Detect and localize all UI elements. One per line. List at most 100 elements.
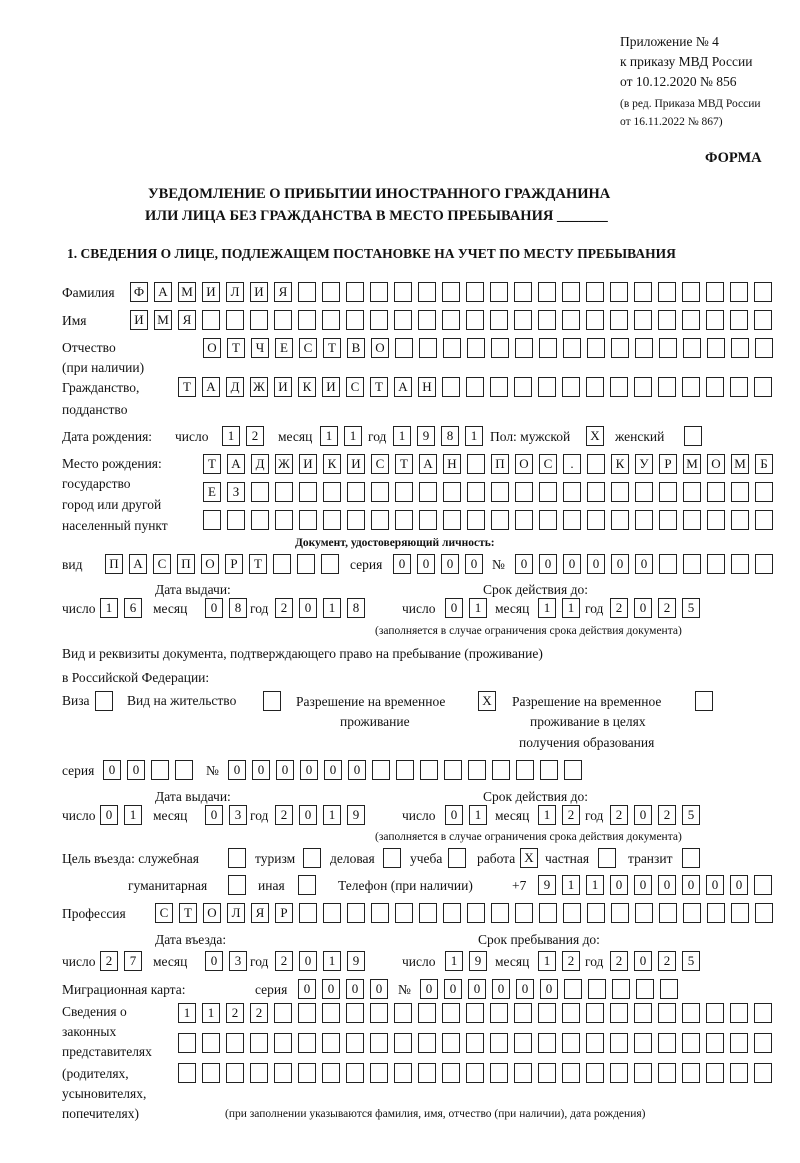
char-cell[interactable]: С: [346, 377, 364, 397]
char-cell[interactable]: [634, 1063, 652, 1083]
checkbox[interactable]: [684, 426, 702, 446]
char-cell[interactable]: [707, 510, 725, 530]
char-cell[interactable]: [322, 310, 340, 330]
char-cell[interactable]: [706, 377, 724, 397]
char-cell[interactable]: 0: [587, 554, 605, 574]
char-cell[interactable]: 0: [444, 979, 462, 999]
char-cell[interactable]: [466, 1033, 484, 1053]
char-cell[interactable]: С: [155, 903, 173, 923]
char-cell[interactable]: [490, 310, 508, 330]
char-cell[interactable]: [442, 1003, 460, 1023]
char-cell[interactable]: [370, 1033, 388, 1053]
char-cell[interactable]: [635, 482, 653, 502]
char-cell[interactable]: 0: [299, 598, 317, 618]
char-cell[interactable]: [491, 903, 509, 923]
char-cell[interactable]: [730, 282, 748, 302]
char-cell[interactable]: Ч: [251, 338, 269, 358]
char-cell[interactable]: [418, 1003, 436, 1023]
char-cell[interactable]: [563, 338, 581, 358]
char-cell[interactable]: [151, 760, 169, 780]
char-cell[interactable]: [539, 482, 557, 502]
char-cell[interactable]: [538, 1063, 556, 1083]
char-cell[interactable]: [754, 1063, 772, 1083]
char-cell[interactable]: [754, 310, 772, 330]
char-cell[interactable]: [634, 1003, 652, 1023]
char-cell[interactable]: [730, 377, 748, 397]
char-cell[interactable]: 1: [469, 598, 487, 618]
char-cell[interactable]: [396, 760, 414, 780]
char-cell[interactable]: [490, 377, 508, 397]
char-cell[interactable]: 0: [516, 979, 534, 999]
char-cell[interactable]: Р: [659, 454, 677, 474]
char-cell[interactable]: [634, 1033, 652, 1053]
char-cell[interactable]: 0: [205, 951, 223, 971]
char-cell[interactable]: [754, 377, 772, 397]
char-cell[interactable]: [706, 1063, 724, 1083]
char-cell[interactable]: 1: [586, 875, 604, 895]
char-cell[interactable]: [659, 903, 677, 923]
char-cell[interactable]: [611, 338, 629, 358]
char-cell[interactable]: [175, 760, 193, 780]
char-cell[interactable]: [178, 1033, 196, 1053]
char-cell[interactable]: [491, 338, 509, 358]
char-cell[interactable]: [299, 482, 317, 502]
char-cell[interactable]: О: [203, 338, 221, 358]
char-cell[interactable]: [371, 903, 389, 923]
char-cell[interactable]: [226, 310, 244, 330]
char-cell[interactable]: М: [731, 454, 749, 474]
char-cell[interactable]: [659, 338, 677, 358]
char-cell[interactable]: [515, 482, 533, 502]
char-cell[interactable]: [610, 1063, 628, 1083]
char-cell[interactable]: [443, 482, 461, 502]
char-cell[interactable]: [731, 554, 749, 574]
char-cell[interactable]: [682, 377, 700, 397]
char-cell[interactable]: [754, 1033, 772, 1053]
char-cell[interactable]: 1: [445, 951, 463, 971]
char-cell[interactable]: 9: [417, 426, 435, 446]
char-cell[interactable]: [394, 1003, 412, 1023]
char-cell[interactable]: Т: [178, 377, 196, 397]
char-cell[interactable]: [442, 1063, 460, 1083]
char-cell[interactable]: 0: [610, 875, 628, 895]
char-cell[interactable]: [443, 338, 461, 358]
char-cell[interactable]: [540, 760, 558, 780]
char-cell[interactable]: [514, 1003, 532, 1023]
char-cell[interactable]: [634, 377, 652, 397]
char-cell[interactable]: Р: [225, 554, 243, 574]
char-cell[interactable]: [515, 338, 533, 358]
char-cell[interactable]: [178, 1063, 196, 1083]
char-cell[interactable]: И: [347, 454, 365, 474]
char-cell[interactable]: [658, 1003, 676, 1023]
char-cell[interactable]: [514, 377, 532, 397]
char-cell[interactable]: [490, 1063, 508, 1083]
char-cell[interactable]: [514, 1063, 532, 1083]
char-cell[interactable]: [467, 454, 485, 474]
char-cell[interactable]: [586, 1003, 604, 1023]
char-cell[interactable]: [251, 482, 269, 502]
char-cell[interactable]: [227, 510, 245, 530]
char-cell[interactable]: [250, 1063, 268, 1083]
char-cell[interactable]: [587, 510, 605, 530]
char-cell[interactable]: [323, 903, 341, 923]
char-cell[interactable]: [539, 903, 557, 923]
char-cell[interactable]: [322, 1003, 340, 1023]
char-cell[interactable]: [395, 338, 413, 358]
char-cell[interactable]: [658, 1063, 676, 1083]
char-cell[interactable]: 1: [124, 805, 142, 825]
char-cell[interactable]: Ф: [130, 282, 148, 302]
char-cell[interactable]: 8: [347, 598, 365, 618]
char-cell[interactable]: Т: [227, 338, 245, 358]
char-cell[interactable]: [371, 510, 389, 530]
char-cell[interactable]: В: [347, 338, 365, 358]
char-cell[interactable]: [298, 1063, 316, 1083]
char-cell[interactable]: 2: [100, 951, 118, 971]
char-cell[interactable]: 2: [610, 598, 628, 618]
char-cell[interactable]: [420, 760, 438, 780]
char-cell[interactable]: А: [419, 454, 437, 474]
char-cell[interactable]: И: [322, 377, 340, 397]
char-cell[interactable]: [250, 310, 268, 330]
char-cell[interactable]: 5: [682, 805, 700, 825]
char-cell[interactable]: [706, 1003, 724, 1023]
char-cell[interactable]: М: [178, 282, 196, 302]
char-cell[interactable]: 1: [538, 951, 556, 971]
